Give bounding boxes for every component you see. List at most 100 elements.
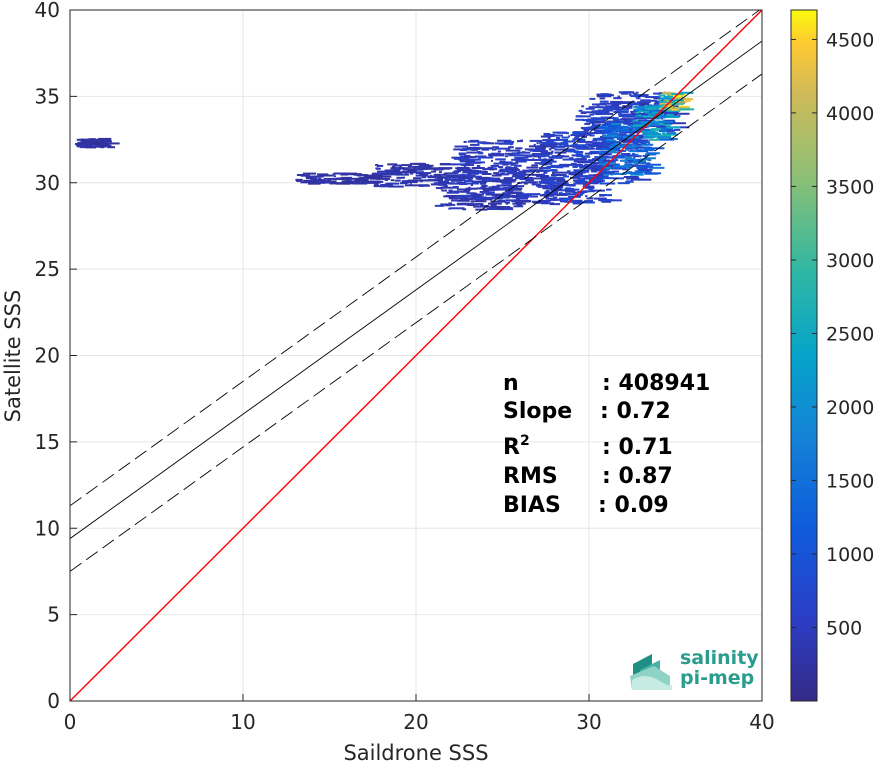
density-cell xyxy=(457,177,472,180)
density-cell xyxy=(630,95,645,98)
density-cell xyxy=(488,189,496,192)
density-cell xyxy=(499,160,506,163)
density-cell xyxy=(613,165,629,168)
density-cell xyxy=(598,157,605,160)
density-cell xyxy=(553,141,557,144)
density-cell xyxy=(318,174,334,177)
density-cell xyxy=(643,141,650,144)
density-cell xyxy=(504,155,509,158)
density-cell xyxy=(409,183,412,186)
density-cell xyxy=(536,170,540,173)
density-cell xyxy=(648,110,654,113)
density-cell xyxy=(637,123,643,126)
density-cell xyxy=(637,114,642,117)
density-cell xyxy=(337,182,345,185)
colorbar xyxy=(790,9,818,702)
density-cell xyxy=(630,112,634,115)
density-cell xyxy=(593,174,604,177)
density-cell xyxy=(573,169,590,172)
colorbar-tick-label: 500 xyxy=(826,617,862,639)
density-cell xyxy=(454,190,470,193)
density-cell xyxy=(619,114,633,117)
density-cell xyxy=(590,145,594,148)
density-cell xyxy=(371,176,380,179)
fit-lines xyxy=(70,10,762,701)
density-cell xyxy=(498,170,506,173)
density-cell xyxy=(553,182,569,185)
density-cell xyxy=(533,143,536,146)
density-cell xyxy=(546,144,554,147)
density-cell xyxy=(520,193,528,196)
density-cell xyxy=(374,180,384,183)
density-cell xyxy=(548,156,563,159)
density-cell xyxy=(655,127,670,130)
density-cell xyxy=(510,163,514,166)
x-axis-label: Saildrone SSS xyxy=(343,741,488,764)
density-cell xyxy=(376,177,390,180)
density-cell xyxy=(574,175,589,178)
density-cell xyxy=(424,179,436,182)
colorbar-tick-label: 1000 xyxy=(826,544,874,566)
density-cell xyxy=(568,172,584,175)
density-cell xyxy=(532,158,535,161)
density-cell xyxy=(518,174,525,177)
density-cell xyxy=(652,109,666,112)
density-cell xyxy=(508,146,514,149)
density-cell xyxy=(478,178,488,181)
density-cell xyxy=(654,127,661,130)
density-cell xyxy=(617,137,627,140)
density-cell xyxy=(394,179,401,182)
density-cell xyxy=(484,190,487,193)
density-cell xyxy=(545,135,555,138)
density-cell xyxy=(553,138,569,141)
density-cell xyxy=(515,177,523,180)
density-cell xyxy=(603,136,611,139)
density-cell xyxy=(628,128,633,131)
density-cell xyxy=(546,140,554,143)
density-cell xyxy=(660,104,668,107)
density-cell xyxy=(306,177,313,180)
density-cell xyxy=(636,110,640,113)
density-cell xyxy=(602,110,610,113)
density-cell xyxy=(648,125,664,128)
density-cell xyxy=(615,154,625,157)
density-cell xyxy=(602,108,617,111)
density-cell xyxy=(646,163,662,166)
density-cell xyxy=(317,173,329,176)
density-cell xyxy=(585,195,588,198)
density-cell xyxy=(542,187,549,190)
density-cell xyxy=(597,144,611,147)
density-cell xyxy=(658,120,674,123)
density-cell xyxy=(448,178,460,181)
density-cell xyxy=(533,201,549,204)
density-cell xyxy=(604,156,614,159)
density-cell xyxy=(643,134,658,137)
density-cell xyxy=(643,131,658,134)
density-cell xyxy=(544,195,549,198)
density-cell xyxy=(581,111,597,114)
density-cell xyxy=(547,187,553,190)
density-cell xyxy=(529,139,543,142)
density-cell xyxy=(439,187,443,190)
density-cell xyxy=(603,106,618,109)
density-cell xyxy=(503,192,509,195)
density-cell xyxy=(580,201,595,204)
density-cell xyxy=(443,195,456,198)
density-cell xyxy=(618,91,632,94)
density-cell xyxy=(540,176,554,179)
density-cell xyxy=(385,184,392,187)
density-cell xyxy=(470,193,474,196)
density-cell xyxy=(615,156,621,159)
density-cell xyxy=(602,102,616,105)
density-cell xyxy=(90,140,101,143)
density-cell xyxy=(645,148,655,151)
density-cell xyxy=(562,158,578,161)
density-cell xyxy=(566,132,569,135)
density-cell xyxy=(469,175,482,178)
density-cell xyxy=(653,109,658,112)
density-cell xyxy=(446,191,459,194)
stat-label: RMS xyxy=(503,464,558,489)
density-cell xyxy=(508,154,525,157)
density-cell xyxy=(672,108,684,111)
density-cell xyxy=(564,150,577,153)
